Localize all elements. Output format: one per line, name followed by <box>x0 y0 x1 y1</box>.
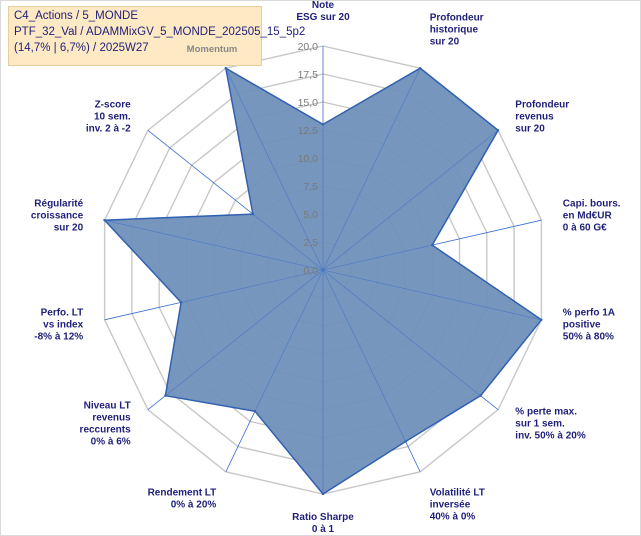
category-label: % perte max. sur 1 sem. inv. 50% à 20% <box>515 406 586 441</box>
tick-label: 17,5 <box>298 69 319 81</box>
series-spoke <box>322 68 421 271</box>
series-spoke <box>181 269 324 303</box>
tick-label: 7,5 <box>303 181 318 193</box>
category-label: Volatilité LT inversée 40% à 0% <box>430 488 485 523</box>
series-spoke <box>322 130 499 271</box>
series-spoke <box>322 269 481 396</box>
series-spoke <box>225 68 324 271</box>
info-line-1: C4_Actions / 5_MONDE <box>14 10 138 22</box>
category-label: Profondeur historique sur 20 <box>430 12 484 47</box>
tick-label: 15,0 <box>298 97 319 109</box>
info-line-2: PTF_32_Val / ADAMMixGV_5_MONDE_202505_15… <box>14 26 306 38</box>
tick-label: 10,0 <box>298 153 319 165</box>
series-spoke <box>322 269 406 442</box>
category-label: Capi. bours. en Md€UR 0 à 60 G€ <box>563 198 621 233</box>
tick-label: 5,0 <box>303 209 318 221</box>
tick-label: 20,0 <box>298 41 319 53</box>
category-label: Ratio Sharpe 0 à 1 <box>292 512 354 535</box>
radial-axis-ticks: 0,0 2,5 5,0 7,5 10,0 12,5 15,0 17,5 20,0 <box>298 41 319 277</box>
category-label: Z-score 10 sem. inv. 2 à -2 <box>86 100 131 135</box>
series-spoke <box>104 219 324 271</box>
tick-label: 2,5 <box>303 237 318 249</box>
series-spoke <box>252 213 324 271</box>
portfolio-info-box: C4_Actions / 5_MONDE PTF_32_Val / ADAMMi… <box>8 6 305 66</box>
category-label: Note ESG sur 20 <box>296 0 350 23</box>
category-label: % perfo 1A positive 50% à 80% <box>563 308 615 343</box>
series-spoke <box>254 269 324 412</box>
category-label: Perfo. LT vs index -8% à 12% <box>34 308 83 343</box>
info-line-3: (14,7% | 6,7%) / 2025W27 <box>14 42 149 54</box>
category-label: Profondeur revenus sur 20 <box>515 100 569 135</box>
radar-series <box>102 66 543 496</box>
chart-subtitle: Momentum <box>186 44 238 55</box>
series-spoke <box>322 244 433 271</box>
tick-label: 0,0 <box>303 265 318 277</box>
category-label: Niveau LT revenus reccurents 0% à 6% <box>80 400 132 447</box>
category-label: Rendement LT 0% à 20% <box>148 488 217 511</box>
tick-label: 12,5 <box>298 125 319 137</box>
series-spoke <box>322 269 542 321</box>
series-spoke <box>165 269 324 396</box>
category-label: Régularité croissance sur 20 <box>31 198 84 233</box>
